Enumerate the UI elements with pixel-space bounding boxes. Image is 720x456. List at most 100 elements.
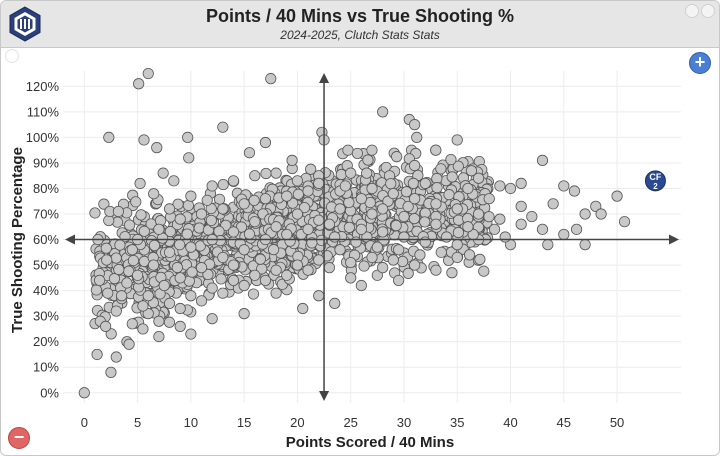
data-point[interactable] — [168, 175, 180, 187]
data-point[interactable] — [547, 198, 559, 210]
data-point[interactable] — [270, 264, 282, 276]
data-point[interactable] — [123, 338, 135, 350]
data-point[interactable] — [452, 226, 465, 239]
data-point[interactable] — [291, 259, 304, 271]
data-point[interactable] — [151, 142, 163, 154]
data-point[interactable] — [292, 188, 304, 200]
data-point[interactable] — [102, 287, 114, 299]
data-point[interactable] — [366, 182, 378, 195]
data-point[interactable] — [334, 203, 346, 215]
data-point[interactable] — [126, 244, 138, 256]
data-point[interactable] — [452, 160, 464, 172]
data-point[interactable] — [335, 168, 347, 181]
data-point[interactable] — [419, 177, 431, 189]
data-point[interactable] — [217, 178, 229, 191]
data-point[interactable] — [121, 277, 133, 289]
data-point[interactable] — [351, 147, 364, 160]
data-point[interactable] — [206, 313, 218, 325]
data-point[interactable] — [270, 167, 282, 179]
data-point[interactable] — [313, 290, 325, 302]
data-point[interactable] — [249, 269, 261, 281]
data-point[interactable] — [396, 255, 409, 268]
data-point[interactable] — [248, 194, 260, 207]
data-point[interactable] — [238, 198, 250, 210]
data-point[interactable] — [171, 261, 183, 274]
data-point[interactable] — [243, 228, 256, 240]
data-point[interactable] — [281, 228, 293, 241]
data-point[interactable] — [254, 253, 266, 265]
corner-handle[interactable] — [5, 49, 19, 63]
data-point[interactable] — [185, 241, 197, 253]
data-point[interactable] — [110, 252, 122, 264]
data-point[interactable] — [430, 144, 442, 156]
data-point[interactable] — [366, 144, 378, 156]
data-point[interactable] — [205, 214, 217, 227]
data-point[interactable] — [113, 263, 125, 276]
data-point[interactable] — [414, 249, 426, 261]
zoom-in-button[interactable]: + — [689, 52, 711, 74]
data-point[interactable] — [355, 279, 367, 292]
data-point[interactable] — [430, 218, 442, 230]
data-point[interactable] — [478, 265, 490, 277]
data-point[interactable] — [558, 180, 570, 192]
data-point[interactable] — [195, 208, 208, 220]
data-point[interactable] — [302, 185, 314, 197]
data-point[interactable] — [435, 246, 447, 258]
data-point[interactable] — [323, 218, 335, 230]
data-point[interactable] — [186, 266, 198, 278]
data-point[interactable] — [462, 221, 474, 233]
data-point[interactable] — [238, 279, 250, 292]
data-point[interactable] — [474, 253, 486, 265]
data-point[interactable] — [206, 180, 218, 192]
data-point[interactable] — [302, 264, 314, 276]
data-point[interactable] — [142, 67, 154, 80]
data-point[interactable] — [345, 167, 357, 179]
data-point[interactable] — [409, 259, 421, 271]
data-point[interactable] — [377, 106, 389, 118]
data-point[interactable] — [393, 244, 405, 256]
data-point[interactable] — [451, 251, 463, 264]
data-point[interactable] — [345, 256, 357, 269]
data-point[interactable] — [291, 175, 304, 187]
data-point[interactable] — [409, 119, 421, 131]
data-point[interactable] — [133, 78, 145, 90]
data-point[interactable] — [134, 177, 146, 190]
data-point[interactable] — [366, 251, 378, 264]
data-point[interactable] — [536, 223, 549, 235]
data-point[interactable] — [89, 207, 101, 219]
data-point[interactable] — [315, 234, 328, 246]
data-point[interactable] — [345, 272, 357, 284]
data-point[interactable] — [78, 387, 90, 399]
data-point[interactable] — [451, 203, 463, 215]
data-point[interactable] — [238, 308, 250, 320]
data-point[interactable] — [297, 302, 309, 315]
data-point[interactable] — [227, 274, 240, 287]
data-point[interactable] — [570, 223, 583, 235]
data-point[interactable] — [195, 262, 208, 274]
window-control-icon[interactable] — [701, 4, 715, 18]
data-point[interactable] — [440, 231, 453, 243]
data-point[interactable] — [217, 121, 229, 133]
data-point[interactable] — [377, 226, 389, 238]
data-point[interactable] — [443, 189, 455, 201]
data-point[interactable] — [446, 171, 458, 183]
data-point[interactable] — [193, 222, 205, 234]
data-point[interactable] — [260, 167, 272, 180]
data-point[interactable] — [185, 328, 197, 340]
data-point[interactable] — [542, 239, 554, 251]
data-point[interactable] — [451, 239, 463, 251]
data-point[interactable] — [302, 223, 314, 235]
data-point[interactable] — [153, 315, 165, 327]
data-point[interactable] — [494, 213, 506, 225]
data-point[interactable] — [483, 211, 495, 223]
data-point[interactable] — [281, 269, 293, 281]
data-point[interactable] — [163, 246, 176, 258]
data-point[interactable] — [526, 210, 538, 223]
data-point[interactable] — [430, 198, 442, 210]
data-point[interactable] — [398, 210, 410, 223]
data-point[interactable] — [568, 185, 581, 197]
data-point[interactable] — [329, 297, 341, 309]
data-point[interactable] — [138, 134, 150, 146]
data-point[interactable] — [131, 269, 144, 281]
data-point[interactable] — [334, 244, 346, 256]
